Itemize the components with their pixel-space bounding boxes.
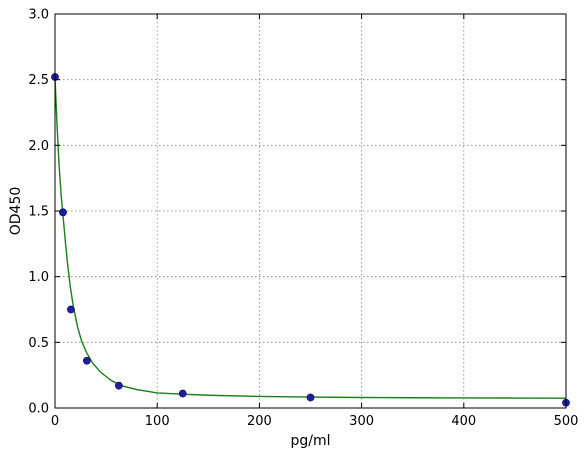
fit-curve-line xyxy=(54,77,567,399)
data-point xyxy=(178,389,187,398)
x-tick-label: 500 xyxy=(554,414,579,429)
x-tick-labels: 0 100 200 300 400 500 xyxy=(51,414,579,429)
data-point xyxy=(59,208,67,217)
data-point xyxy=(82,356,91,365)
data-point xyxy=(67,305,75,314)
data-point xyxy=(114,381,123,390)
y-tick-label: 3.0 xyxy=(28,8,49,23)
y-tick-labels: 0.0 0.5 1.0 1.5 2.0 2.5 3.0 xyxy=(28,8,49,417)
x-tick-label: 300 xyxy=(349,414,374,429)
axis-ticks xyxy=(54,13,567,409)
y-tick-label: 1.5 xyxy=(28,205,49,220)
fit-curve-layer xyxy=(54,77,567,399)
x-axis-label: pg/ml xyxy=(290,433,330,449)
x-tick-label: 0 xyxy=(51,414,59,429)
y-tick-label: 2.5 xyxy=(28,73,49,88)
data-points-layer xyxy=(51,73,570,407)
y-tick-label: 1.0 xyxy=(28,270,49,285)
y-axis-label: OD450 xyxy=(8,187,24,236)
grid xyxy=(54,13,567,409)
y-tick-label: 0.5 xyxy=(28,336,49,351)
x-tick-label: 100 xyxy=(145,414,170,429)
y-tick-label: 2.0 xyxy=(28,139,49,154)
data-point xyxy=(306,393,315,402)
y-tick-label: 0.0 xyxy=(28,402,49,417)
x-tick-label: 400 xyxy=(451,414,476,429)
x-tick-label: 200 xyxy=(247,414,272,429)
